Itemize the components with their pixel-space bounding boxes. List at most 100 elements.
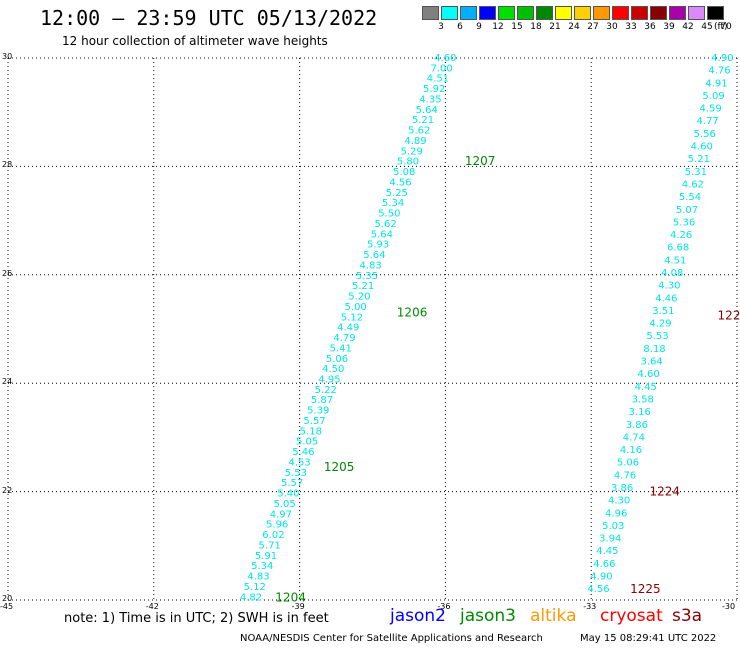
page-title: 12:00 – 23:59 UTC 05/13/2022 — [40, 6, 378, 30]
legend-unit: (ft) — [714, 22, 728, 32]
legend-swatch-18 — [517, 6, 534, 20]
wave-height-point: 5.05 — [296, 437, 318, 448]
wave-height-point: 5.09 — [702, 91, 724, 102]
legend-value-9: 9 — [476, 22, 482, 32]
legend-value-39: 39 — [663, 22, 675, 32]
wave-height-point: 8.18 — [643, 344, 665, 355]
satellite-label-s3a: s3a — [672, 606, 703, 626]
legend-value-33: 33 — [625, 22, 637, 32]
wave-height-point: 6.68 — [667, 243, 689, 254]
y-tick-label: 30 — [2, 52, 13, 61]
pass-time-label: 1207 — [465, 154, 496, 168]
wave-height-point: 3.94 — [599, 534, 621, 545]
satellite-label-jason2: jason2 — [390, 606, 446, 626]
wave-height-point: 5.21 — [352, 281, 374, 292]
footer-credit: NOAA/NESDIS Center for Satellite Applica… — [240, 633, 543, 644]
wave-height-point: 4.76 — [708, 66, 730, 77]
wave-height-point: 5.00 — [345, 302, 367, 313]
wave-height-point: 5.25 — [386, 188, 408, 199]
wave-height-point: 4.46 — [655, 293, 677, 304]
wave-height-point: 4.49 — [337, 323, 359, 334]
legend-value-27: 27 — [587, 22, 599, 32]
wave-height-point: 5.93 — [367, 240, 389, 251]
wave-height-point: 5.56 — [694, 129, 716, 140]
legend-value-3: 3 — [438, 22, 444, 32]
legend-value-45: 45 — [701, 22, 713, 32]
legend-swatch-24 — [555, 6, 572, 20]
wave-height-point: 4.51 — [427, 74, 449, 85]
x-tick-label: -45 — [0, 602, 14, 611]
wave-height-point: 4.62 — [682, 179, 704, 190]
wave-height-point: 5.03 — [602, 521, 624, 532]
wave-height-point: 5.08 — [393, 167, 415, 178]
wave-height-point: 3.64 — [640, 357, 662, 368]
wave-height-point: 5.92 — [423, 84, 445, 95]
wave-height-point: 5.53 — [285, 468, 307, 479]
wave-height-point: 5.62 — [408, 126, 430, 137]
pass-time-label: 1225 — [630, 582, 661, 596]
legend-swatch-12 — [479, 6, 496, 20]
wave-height-point: 6.02 — [262, 530, 284, 541]
wave-height-point: 4.82 — [240, 592, 262, 603]
wave-height-point: 4.74 — [623, 432, 645, 443]
wave-height-point: 5.91 — [255, 551, 277, 562]
wave-height-point: 4.56 — [389, 177, 411, 188]
wave-height-map: 4.825.124.835.345.915.716.025.964.975.05… — [7, 53, 740, 604]
wave-height-point: 5.06 — [326, 354, 348, 365]
wave-height-point: 4.16 — [620, 445, 642, 456]
y-tick-label: 22 — [2, 485, 13, 495]
wave-height-point: 4.83 — [247, 572, 269, 583]
legend-swatch-9 — [460, 6, 477, 20]
wave-height-point: 4.56 — [587, 584, 609, 595]
legend-value-36: 36 — [644, 22, 656, 32]
x-tick-label: -42 — [145, 602, 159, 611]
wave-height-point: 5.50 — [378, 209, 400, 220]
wave-height-point: 5.41 — [330, 343, 352, 354]
wave-height-point: 4.79 — [333, 333, 355, 344]
wave-height-point: 4.97 — [270, 509, 292, 520]
pass-time-label: 1224 — [650, 485, 681, 499]
wave-height-point: 3.16 — [629, 407, 651, 418]
legend-swatch-42 — [669, 6, 686, 20]
legend-value-12: 12 — [492, 22, 504, 32]
wave-height-point: 5.57 — [303, 416, 325, 427]
legend-value-24: 24 — [568, 22, 580, 32]
wave-height-point: 4.45 — [596, 546, 618, 557]
wave-height-point: 5.34 — [251, 561, 273, 572]
wave-height-point: 5.53 — [646, 331, 668, 342]
wave-height-point: 5.46 — [292, 447, 314, 458]
y-tick-label: 26 — [2, 268, 13, 278]
x-tick-label: -33 — [583, 602, 597, 611]
legend-value-21: 21 — [549, 22, 561, 32]
wave-height-point: 5.40 — [277, 489, 299, 500]
wave-height-point: 4.76 — [614, 470, 636, 481]
wave-height-point: 5.54 — [679, 192, 701, 203]
legend-value-42: 42 — [682, 22, 694, 32]
wave-height-point: 4.83 — [359, 260, 381, 271]
legend-value-18: 18 — [530, 22, 542, 32]
wave-height-point: 4.95 — [318, 374, 340, 385]
wave-height-point: 4.59 — [699, 104, 721, 115]
wave-height-point: 5.35 — [356, 271, 378, 282]
wave-height-point: 4.90 — [711, 53, 733, 64]
legend-swatch-21 — [536, 6, 553, 20]
wave-height-point: 4.26 — [670, 230, 692, 241]
legend-swatch-30 — [593, 6, 610, 20]
wave-height-point: 4.51 — [664, 255, 686, 266]
legend-swatch-15 — [498, 6, 515, 20]
wave-height-point: 4.60 — [691, 142, 713, 153]
wave-height-point: 4.30 — [608, 496, 630, 507]
wave-height-point: 5.62 — [374, 219, 396, 230]
pass-time-label: 1223 — [718, 308, 740, 322]
wave-height-point: 5.80 — [397, 157, 419, 168]
wave-height-point: 5.64 — [363, 250, 385, 261]
wave-height-point: 4.66 — [593, 559, 615, 570]
wave-height-point: 5.36 — [673, 217, 695, 228]
wave-height-point: 5.20 — [348, 292, 370, 303]
wave-height-point: 5.57 — [281, 478, 303, 489]
wave-height-point: 5.39 — [307, 406, 329, 417]
wave-height-point: 5.96 — [266, 520, 288, 531]
wave-height-point: 3.86 — [626, 420, 648, 431]
wave-height-point: 4.50 — [322, 364, 344, 375]
legend-swatch-6 — [441, 6, 458, 20]
